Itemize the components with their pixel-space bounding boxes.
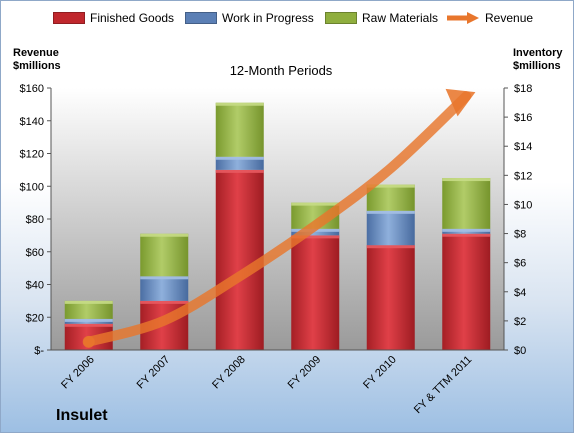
x-tick-label: FY & TTM 2011 [412,354,475,417]
bar-raw-materials [64,300,113,319]
bar-top-finished-goods [140,300,189,304]
bar-work-in-progress [366,210,415,246]
company-name: Insulet [56,407,108,424]
right-tick-label: $6 [514,258,526,270]
left-tick-label: $140 [20,116,44,128]
legend-arrow-icon [447,12,479,24]
left-tick-label: $- [34,345,44,357]
bar-top-raw-materials [366,184,415,188]
right-tick-label: $16 [514,112,532,124]
right-tick-label: $10 [514,199,532,211]
left-tick-label: $80 [26,214,44,226]
bar-raw-materials [442,178,491,229]
right-axis-title-line1: Inventory [513,47,563,59]
x-tick-label: FY 2010 [361,354,399,392]
bar-top-finished-goods [215,169,264,173]
x-tick-label: FY 2009 [286,354,324,392]
bar-top-raw-materials [291,202,340,206]
bar-top-work-in-progress [215,156,264,160]
right-tick-label: $2 [514,316,526,328]
left-tick-label: $60 [26,247,44,259]
right-tick-label: $4 [514,287,526,299]
left-tick-label: $160 [20,83,44,95]
legend-swatch-raw-materials [325,12,357,24]
bar-finished-goods [215,169,264,350]
right-axis-title-line2: $millions [513,60,561,72]
period-label: 12-Month Periods [229,63,333,78]
bar-top-work-in-progress [442,228,491,232]
right-tick-label: $8 [514,229,526,241]
legend-finished-goods: Finished Goods [53,11,174,25]
legend-work-in-progress: Work in Progress [185,11,314,25]
bar-finished-goods [442,233,491,350]
legend-label-finished-goods: Finished Goods [90,11,175,25]
legend: Finished Goods Work in Progress Raw Mate… [1,11,574,35]
bar-top-finished-goods [64,323,113,327]
bar-finished-goods [366,245,415,350]
x-tick-label: FY 2006 [59,354,97,392]
legend-label-raw-materials: Raw Materials [362,11,439,25]
left-axis-title-line2: $millions [13,60,61,72]
bar-top-finished-goods [366,245,415,249]
bar-work-in-progress [215,156,264,170]
right-tick-label: $14 [514,141,532,153]
legend-label-work-in-progress: Work in Progress [222,11,314,25]
bar-raw-materials [366,184,415,211]
x-tick-label: FY 2007 [135,354,173,392]
left-tick-label: $40 [26,280,44,292]
left-axis-title: Revenue $millions [13,47,61,73]
legend-label-revenue: Revenue [485,11,534,25]
legend-swatch-finished-goods [53,12,85,24]
bar-top-work-in-progress [366,210,415,214]
bar-finished-goods [291,235,340,350]
right-tick-label: $18 [514,83,532,95]
bar-raw-materials [140,233,189,277]
bar-top-raw-materials [215,102,264,106]
right-tick-label: $12 [514,170,532,182]
bar-raw-materials [215,102,264,157]
bar-top-work-in-progress [64,318,113,322]
left-tick-label: $20 [26,312,44,324]
bar-top-work-in-progress [140,276,189,280]
bar-top-raw-materials [140,233,189,237]
legend-raw-materials: Raw Materials [325,11,438,25]
bar-top-raw-materials [64,300,113,304]
legend-revenue: Revenue [445,11,533,25]
x-tick-label: FY 2008 [210,354,248,392]
revenue-line [83,91,472,347]
bar-top-raw-materials [442,178,491,182]
left-axis-title-line1: Revenue [13,47,59,59]
left-tick-label: $100 [20,181,44,193]
bar-top-finished-goods [291,235,340,239]
bar-top-finished-goods [442,233,491,237]
revenue-arrowhead [445,88,476,117]
left-tick-label: $120 [20,149,44,161]
right-axis-title: Inventory $millions [513,47,563,73]
bar-work-in-progress [291,228,340,236]
right-tick-label: $0 [514,345,526,357]
revenue-start-point [82,335,95,348]
bar-work-in-progress [140,276,189,301]
legend-swatch-work-in-progress [185,12,217,24]
